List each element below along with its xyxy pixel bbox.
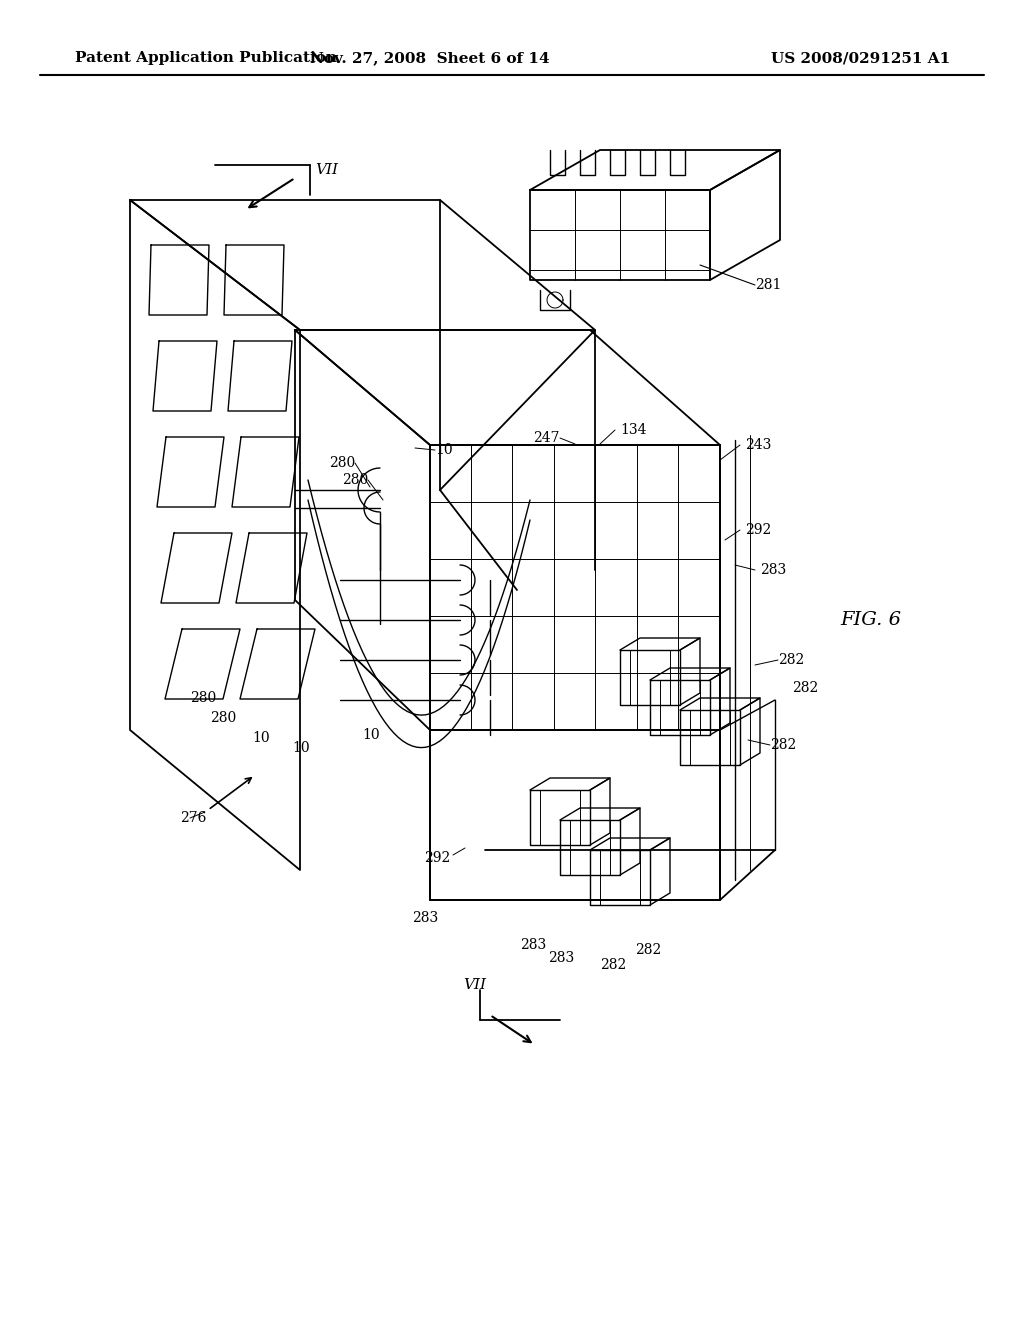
- Text: 134: 134: [620, 422, 646, 437]
- Text: 282: 282: [778, 653, 804, 667]
- Text: 247: 247: [534, 432, 560, 445]
- Text: 280: 280: [342, 473, 368, 487]
- Text: FIG. 6: FIG. 6: [840, 611, 901, 630]
- Text: 280: 280: [329, 455, 355, 470]
- Text: US 2008/0291251 A1: US 2008/0291251 A1: [771, 51, 950, 65]
- Text: 283: 283: [548, 950, 574, 965]
- Text: 281: 281: [755, 279, 781, 292]
- Text: 280: 280: [190, 690, 216, 705]
- Text: VII: VII: [315, 162, 338, 177]
- Text: 283: 283: [760, 564, 786, 577]
- Text: 282: 282: [770, 738, 797, 752]
- Text: 283: 283: [520, 939, 546, 952]
- Text: VII: VII: [464, 978, 486, 993]
- Text: 276: 276: [180, 810, 207, 825]
- Text: 10: 10: [435, 444, 453, 457]
- Text: 282: 282: [635, 942, 662, 957]
- Text: 282: 282: [792, 681, 818, 696]
- Text: 283: 283: [412, 911, 438, 925]
- Text: Patent Application Publication: Patent Application Publication: [75, 51, 337, 65]
- Text: Nov. 27, 2008  Sheet 6 of 14: Nov. 27, 2008 Sheet 6 of 14: [310, 51, 550, 65]
- Text: 10: 10: [252, 731, 269, 744]
- Text: 292: 292: [745, 523, 771, 537]
- Text: 10: 10: [362, 729, 380, 742]
- Text: 282: 282: [600, 958, 627, 972]
- Text: 292: 292: [424, 851, 450, 865]
- Text: 10: 10: [292, 741, 309, 755]
- Text: 280: 280: [210, 711, 237, 725]
- Text: 243: 243: [745, 438, 771, 451]
